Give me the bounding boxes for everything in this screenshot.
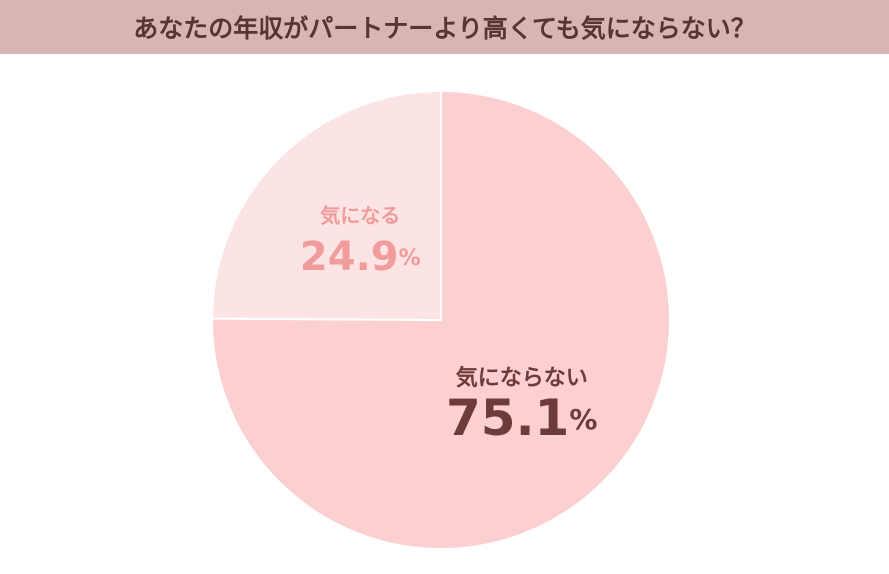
value-number: 75.1 [446,389,569,447]
value-unit: % [569,403,597,436]
slice-label: 気にならない [456,365,588,391]
pie-slice [211,89,671,550]
value-label: 24.9% [300,234,421,280]
value-unit: % [399,246,421,271]
pie-slice [210,89,442,322]
chart-title: あなたの年収がパートナーより高くても気にならない？ [0,0,889,54]
slice-label: 気になる [320,203,400,227]
value-label: 75.1% [446,389,597,447]
value-number: 24.9 [300,234,399,280]
